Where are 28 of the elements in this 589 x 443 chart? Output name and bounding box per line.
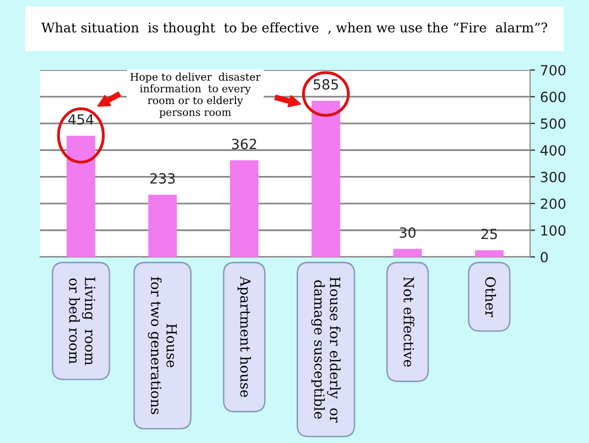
y-tick-label: 200: [540, 198, 566, 209]
y-tick-label: 100: [541, 225, 566, 236]
bar: [312, 100, 340, 257]
y-tick-label: 500: [540, 118, 566, 129]
y-tick-label: 0: [540, 252, 548, 262]
x-tick-label: Living room or bed room: [69, 277, 96, 366]
data-label: 233: [150, 173, 175, 184]
data-label: 362: [232, 138, 256, 150]
bar: [474, 250, 504, 257]
x-tick-label: House for two generations: [148, 276, 177, 414]
x-tick-label: Not effective: [404, 277, 414, 367]
data-label: 585: [314, 79, 338, 90]
bar: [230, 160, 259, 257]
y-tick-label: 600: [540, 92, 566, 102]
bar: [148, 194, 177, 257]
x-tick-label: Other: [485, 277, 496, 318]
annotation: Hope to deliver disaster information to every room or to elderly persons room: [130, 72, 261, 118]
data-label: 25: [481, 228, 497, 240]
y-tick-label: 700: [540, 64, 566, 76]
x-tick-label: Apartment house: [238, 276, 251, 398]
bar: [66, 136, 96, 257]
chart-title: What situation is thought to be effective , when we use the “Fire alarm”?: [41, 22, 548, 36]
y-tick-label: 400: [540, 145, 566, 156]
data-label: 30: [400, 227, 416, 238]
bar: [393, 248, 422, 257]
x-tick-label: House for elderly or damage susceptible: [311, 277, 341, 423]
y-tick-label: 300: [540, 172, 566, 182]
data-label: 454: [68, 114, 94, 125]
